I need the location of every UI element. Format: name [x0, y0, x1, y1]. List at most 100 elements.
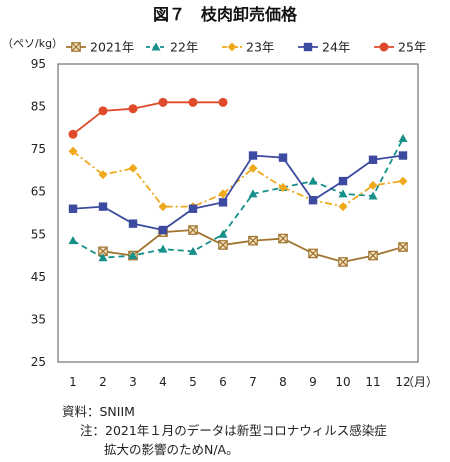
series-3-point-11 [398, 151, 408, 160]
legend-marker-2 [227, 42, 237, 52]
x-tick-label-8: 9 [309, 375, 317, 389]
series-3-point-4 [188, 204, 198, 213]
series-1-point-8 [308, 176, 318, 185]
series-4-point-2 [128, 104, 138, 114]
series-4 [68, 97, 228, 139]
series-2-point-10 [368, 180, 378, 190]
series-0-point-8 [308, 248, 318, 259]
chart-notes: 資料：SNIIM 注：2021年１月のデータは新型コロナウィルス感染症 拡大の影… [62, 402, 387, 459]
y-tick-label-0: 25 [31, 355, 46, 369]
series-2-point-2 [128, 163, 138, 173]
series-1-point-1 [98, 253, 108, 262]
x-tick-label-1: 2 [99, 375, 107, 389]
series-2-point-6 [248, 163, 258, 173]
x-axis-unit-label: （月） [402, 375, 438, 389]
legend-marker-4 [379, 42, 389, 52]
y-tick-label-6: 85 [31, 100, 46, 114]
x-tick-label-9: 10 [335, 375, 350, 389]
series-2-point-11 [398, 176, 408, 186]
series-2-line [72, 150, 404, 208]
series-0-line [102, 229, 404, 263]
series-0-point-10 [368, 250, 378, 261]
x-tick-label-10: 11 [365, 375, 380, 389]
series-1-point-5 [218, 229, 228, 238]
x-tick-label-4: 5 [189, 375, 197, 389]
series-1-point-4 [188, 246, 198, 255]
series-3-point-5 [218, 198, 228, 207]
legend-label-3: 24年 [322, 40, 350, 55]
series-0 [98, 225, 408, 267]
series-4-point-5 [218, 97, 228, 107]
series-3-line [72, 154, 404, 231]
legend-label-0: 2021年 [90, 40, 134, 55]
series-3-point-7 [278, 153, 288, 162]
series-1-point-3 [158, 244, 168, 253]
source-note: 資料：SNIIM [62, 404, 135, 419]
y-tick-label-3: 55 [31, 227, 46, 241]
series-2-point-9 [338, 202, 348, 212]
series-1-point-2 [128, 251, 138, 260]
series-4-point-0 [68, 129, 78, 139]
x-tick-label-6: 7 [249, 375, 257, 389]
series-2-point-7 [278, 182, 288, 192]
y-tick-label-1: 35 [31, 312, 46, 326]
series-0-point-6 [248, 235, 258, 246]
series-4-point-1 [98, 106, 108, 116]
legend-marker-0 [71, 42, 81, 52]
x-tick-label-3: 4 [159, 375, 167, 389]
series-0-point-5 [218, 240, 228, 250]
series-1-point-11 [398, 134, 408, 142]
series-3-point-6 [248, 151, 258, 160]
series-1-point-9 [338, 189, 348, 198]
legend-marker-1 [151, 42, 161, 51]
series-2-point-5 [218, 189, 228, 199]
series-0-point-4 [188, 225, 198, 235]
series-3-point-9 [338, 176, 348, 186]
series-2-point-0 [68, 146, 78, 156]
chart-title: 図７ 枝肉卸売価格 [153, 5, 298, 24]
series-3-point-2 [128, 219, 138, 228]
x-tick-label-0: 1 [69, 375, 77, 389]
legend-marker-3 [303, 42, 313, 52]
series-0-point-7 [278, 233, 288, 244]
x-tick-label-2: 3 [129, 375, 137, 389]
legend-label-1: 22年 [170, 40, 198, 55]
x-tick-label-7: 8 [279, 375, 287, 389]
y-tick-label-2: 45 [31, 270, 46, 284]
series-1-point-0 [68, 236, 78, 245]
series-2-point-3 [158, 202, 168, 212]
legend-label-2: 23年 [246, 40, 274, 55]
series-4-point-3 [158, 97, 168, 107]
footnote-line-2: 拡大の影響のためN/A。 [104, 442, 239, 457]
y-axis-unit-label: （ペソ/kg） [2, 37, 63, 50]
series-1-point-10 [368, 191, 378, 200]
series-3-point-1 [98, 202, 108, 211]
x-tick-label-5: 6 [219, 375, 227, 389]
x-axis: 1 2 3 4 5 6 7 8 9 10 11 12 [69, 375, 410, 389]
series-0-point-9 [338, 257, 348, 267]
y-axis: 25 35 45 55 65 75 85 95 [31, 57, 46, 369]
series-2 [68, 146, 408, 212]
series-1-line [72, 138, 404, 259]
y-tick-label-5: 75 [31, 142, 46, 156]
series-3-point-3 [158, 225, 168, 235]
series-4-line [72, 101, 223, 135]
series-0-point-11 [398, 242, 408, 252]
series-3-point-10 [368, 155, 378, 164]
series-3-point-8 [308, 196, 318, 205]
y-tick-label-7: 95 [31, 57, 46, 71]
series-3-point-0 [68, 204, 78, 213]
y-tick-label-4: 65 [31, 185, 46, 199]
series-layer [68, 97, 408, 267]
series-3 [68, 151, 408, 235]
series-4-point-4 [188, 97, 198, 107]
series-1 [68, 134, 408, 262]
legend: 2021年 22年 23年 24年 25年 [66, 40, 426, 55]
plot-area-frame [57, 63, 419, 363]
footnote-line-1: 注：2021年１月のデータは新型コロナウィルス感染症 [80, 423, 387, 438]
series-2-point-1 [98, 170, 108, 180]
legend-label-4: 25年 [398, 40, 426, 55]
x-tick-label-11: 12 [395, 375, 410, 389]
series-1-point-6 [248, 189, 258, 198]
